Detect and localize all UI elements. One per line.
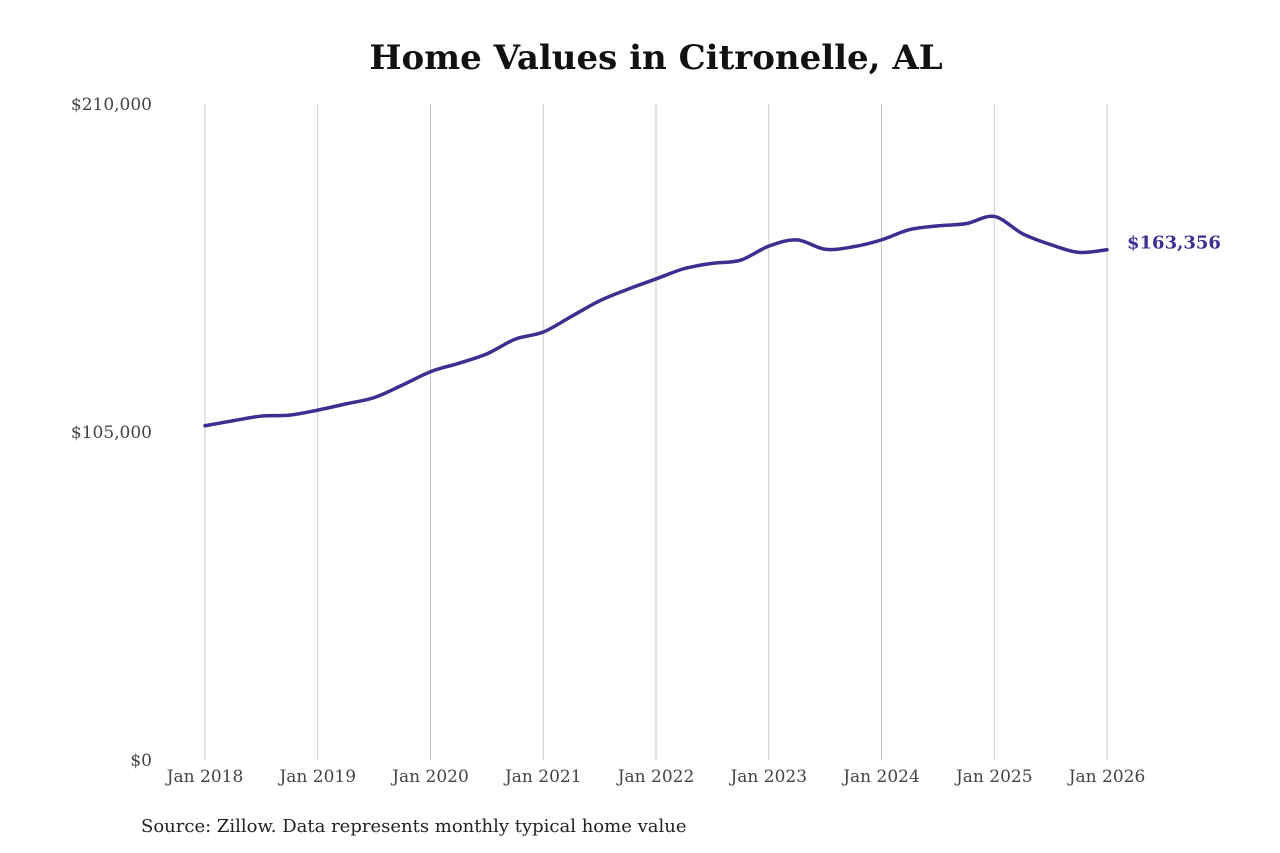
series-layer — [203, 214, 1109, 428]
x-axis-tick-labels: Jan 2018 Jan 2019 Jan 2020 Jan 2021 Jan 2022… — [165, 767, 1146, 787]
x-tick-label-3: Jan 2021 — [503, 767, 582, 787]
y-tick-label-2: $210,000 — [71, 95, 152, 115]
gridlines — [204, 104, 1108, 760]
x-tick-label-4: Jan 2022 — [616, 767, 695, 787]
y-tick-label-1: $105,000 — [71, 423, 152, 443]
x-tick-label-8: Jan 2026 — [1067, 767, 1146, 787]
label-layer: $163,356 — [1127, 233, 1221, 254]
y-axis-tick-labels: $0 $105,000 $210,000 — [71, 95, 152, 771]
x-tick-label-1: Jan 2019 — [277, 767, 356, 787]
x-tick-label-2: Jan 2020 — [390, 767, 469, 787]
x-tick-label-0: Jan 2018 — [165, 767, 244, 787]
x-tick-label-7: Jan 2025 — [954, 767, 1033, 787]
y-tick-label-0: $0 — [130, 751, 152, 771]
end-value-label: $163,356 — [1127, 233, 1221, 254]
source-note: Source: Zillow. Data represents monthly … — [141, 816, 687, 837]
x-tick-label-6: Jan 2024 — [841, 767, 920, 787]
series-line — [203, 214, 1109, 428]
chart-title: Home Values in Citronelle, AL — [369, 38, 943, 78]
x-tick-label-5: Jan 2023 — [728, 767, 807, 787]
